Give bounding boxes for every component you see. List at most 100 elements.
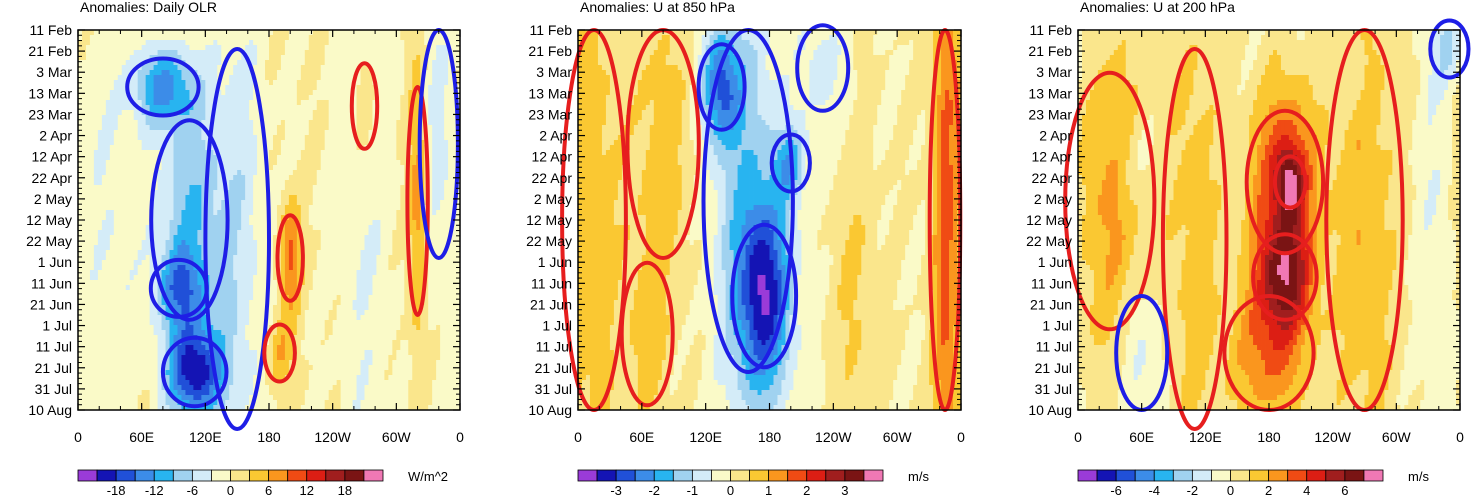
heatmap-cell [365,55,369,60]
heatmap-cell [225,90,229,95]
heatmap-cell [404,50,408,55]
heatmap-cell [368,80,372,85]
heatmap-cell [384,85,388,90]
heatmap-cell [396,90,400,95]
heatmap-cell [388,60,392,65]
heatmap-cell [416,55,420,60]
heatmap-cell [337,70,341,75]
heatmap-cell [114,90,118,95]
heatmap-cell [269,35,273,40]
heatmap-cell [341,90,345,95]
heatmap-cell [301,50,305,55]
heatmap-cell [130,35,134,40]
heatmap-cell [412,40,416,45]
heatmap-cell [301,65,305,70]
heatmap-cell [142,90,146,95]
heatmap-cell [353,50,357,55]
heatmap-cell [118,80,122,85]
heatmap-cell [412,50,416,55]
heatmap-cell [225,35,229,40]
heatmap-cell [448,75,452,80]
heatmap-cell [333,45,337,50]
heatmap-cell [134,35,138,40]
heatmap-cell [408,60,412,65]
heatmap-cell [337,30,341,35]
heatmap-cell [428,75,432,80]
heatmap-cell [94,60,98,65]
heatmap-cell [376,60,380,65]
heatmap-cell [142,30,146,35]
heatmap-cell [102,50,106,55]
heatmap-cell [361,30,365,35]
heatmap-cell [233,85,237,90]
heatmap-cell [94,65,98,70]
heatmap-cell [205,30,209,35]
heatmap-cell [110,55,114,60]
heatmap-cell [261,85,265,90]
heatmap-cell [368,40,372,45]
heatmap-cell [189,85,193,90]
heatmap-cell [98,30,102,35]
heatmap-cell [166,70,170,75]
heatmap-cell [106,90,110,95]
heatmap-cell [277,50,281,55]
heatmap-cell [154,40,158,45]
heatmap-cell [388,75,392,80]
heatmap-cell [217,30,221,35]
heatmap-cell [110,35,114,40]
heatmap-cell [174,65,178,70]
heatmap-cell [181,70,185,75]
heatmap-cell [361,75,365,80]
heatmap-cell [297,30,301,35]
heatmap-cell [357,55,361,60]
heatmap-cell [205,90,209,95]
heatmap-cell [221,40,225,45]
heatmap-cell [301,80,305,85]
heatmap-cell [205,50,209,55]
heatmap-cell [428,70,432,75]
heatmap-cell [400,75,404,80]
heatmap-cell [273,45,277,50]
heatmap-cell [181,55,185,60]
heatmap-cell [416,40,420,45]
heatmap-cell [420,40,424,45]
heatmap-cell [205,40,209,45]
heatmap-cell [193,45,197,50]
heatmap-cell [98,45,102,50]
heatmap-cell [265,80,269,85]
heatmap-cell [110,85,114,90]
heatmap-cell [177,70,181,75]
heatmap-cell [289,90,293,95]
heatmap-cell [273,65,277,70]
heatmap-cell [289,80,293,85]
heatmap-cell [440,85,444,90]
heatmap-cell [166,40,170,45]
heatmap-cell [428,85,432,90]
heatmap-cell [189,80,193,85]
heatmap-cell [448,80,452,85]
heatmap-cell [317,60,321,65]
heatmap-cell [241,40,245,45]
heatmap-cell [309,45,313,50]
heatmap-cell [404,80,408,85]
heatmap-cell [106,55,110,60]
heatmap-cell [185,95,189,100]
heatmap-cell [345,65,349,70]
heatmap-cell [388,50,392,55]
heatmap-cell [368,55,372,60]
heatmap-cell [432,65,436,70]
heatmap-cell [237,55,241,60]
heatmap-cell [253,30,257,35]
heatmap-cell [229,30,233,35]
heatmap-cell [134,85,138,90]
heatmap-cell [158,50,162,55]
heatmap-cell [349,30,353,35]
heatmap-cell [170,45,174,50]
heatmap-cell [181,45,185,50]
heatmap-cell [337,60,341,65]
heatmap-cell [233,55,237,60]
heatmap-cell [384,30,388,35]
heatmap-cell [134,80,138,85]
heatmap-cell [309,80,313,85]
heatmap-cell [114,40,118,45]
